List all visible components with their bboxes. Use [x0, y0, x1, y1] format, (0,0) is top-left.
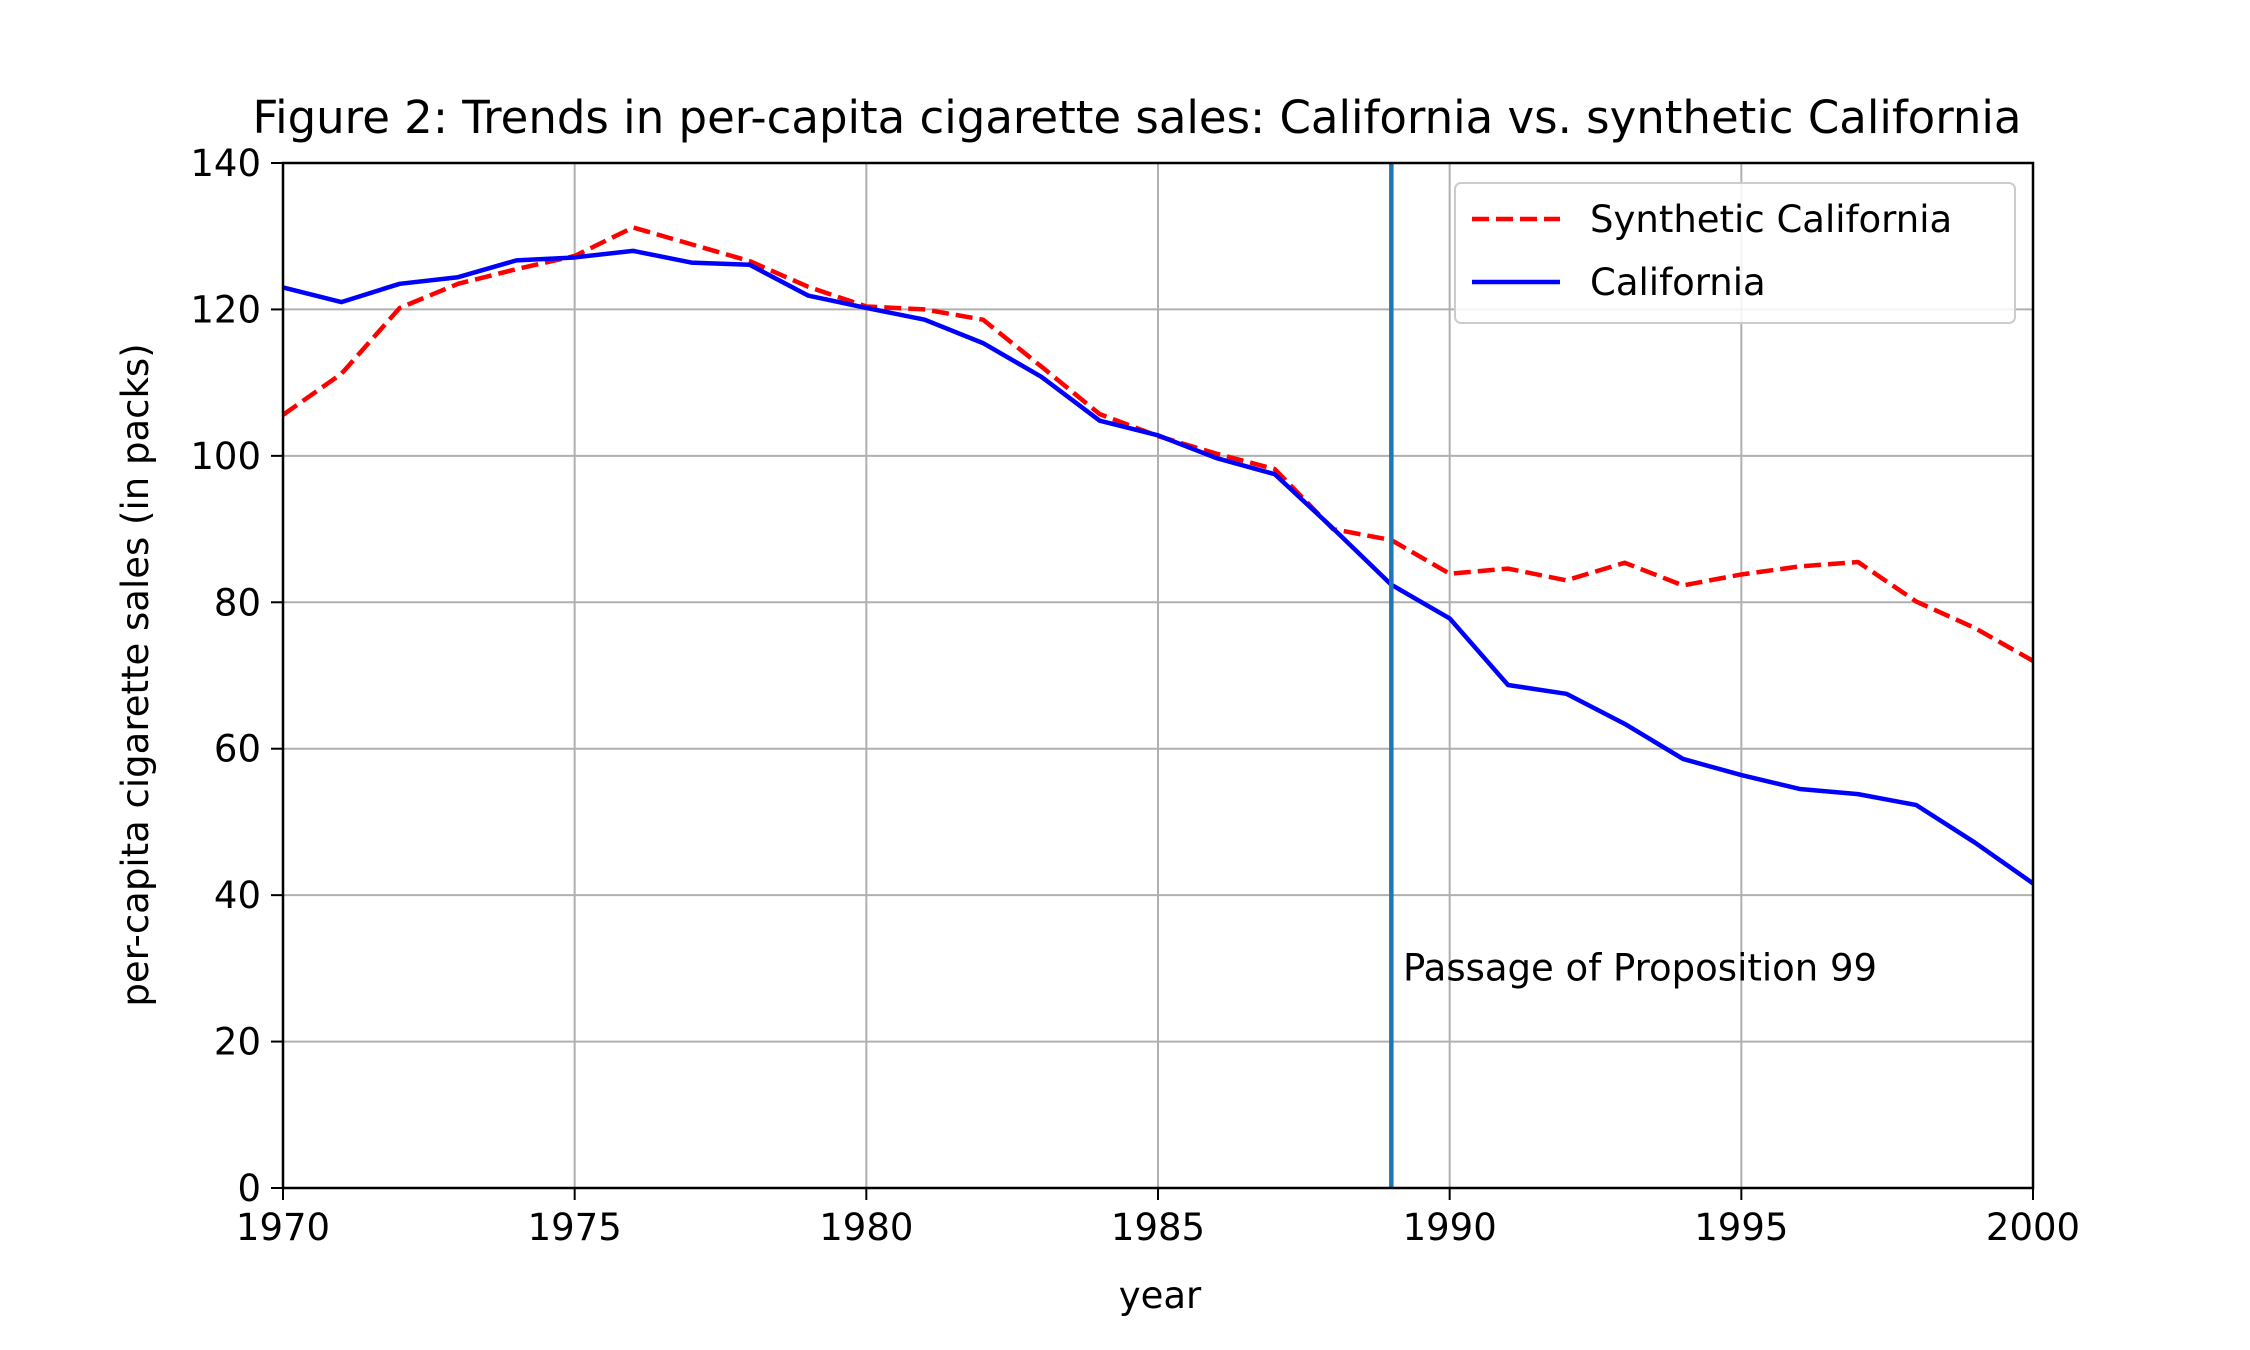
- y-tick-label: 0: [237, 1167, 261, 1210]
- series-line-california: [282, 248, 2035, 886]
- y-axis-label: per-capita cigarette sales (in packs): [114, 343, 157, 1006]
- y-tick-label: 80: [214, 581, 261, 624]
- x-axis-ticks: 1970 1975 1980 1985 1990 1995 2000: [236, 1188, 2080, 1249]
- series-group: [281, 225, 2035, 886]
- y-tick-label: 40: [214, 874, 261, 917]
- y-tick-label: 100: [190, 435, 261, 478]
- x-axis-label: year: [1119, 1274, 1202, 1317]
- x-tick-label: 1975: [528, 1206, 622, 1249]
- legend: Synthetic California California: [1454, 182, 2016, 324]
- y-tick-label: 20: [214, 1021, 261, 1064]
- y-tick-label: 120: [190, 288, 261, 331]
- x-tick-label: 1990: [1403, 1206, 1497, 1249]
- chart-title: Figure 2: Trends in per-capita cigarette…: [252, 91, 2021, 144]
- x-tick-label: 1980: [819, 1206, 913, 1249]
- legend-label-california: California: [1590, 261, 1766, 304]
- x-tick-label: 1985: [1111, 1206, 1205, 1249]
- y-axis-ticks: 0 20 40 60 80 100 120 140: [190, 142, 283, 1210]
- y-tick-label: 140: [190, 142, 261, 185]
- y-tick-label: 60: [214, 728, 261, 771]
- x-tick-label: 1995: [1694, 1206, 1788, 1249]
- legend-label-synthetic-california: Synthetic California: [1590, 198, 1952, 241]
- x-tick-label: 2000: [1986, 1206, 2080, 1249]
- legend-box: [1454, 182, 2016, 324]
- proposition-99-annotation: Passage of Proposition 99: [1403, 946, 1877, 989]
- x-tick-label: 1970: [236, 1206, 330, 1249]
